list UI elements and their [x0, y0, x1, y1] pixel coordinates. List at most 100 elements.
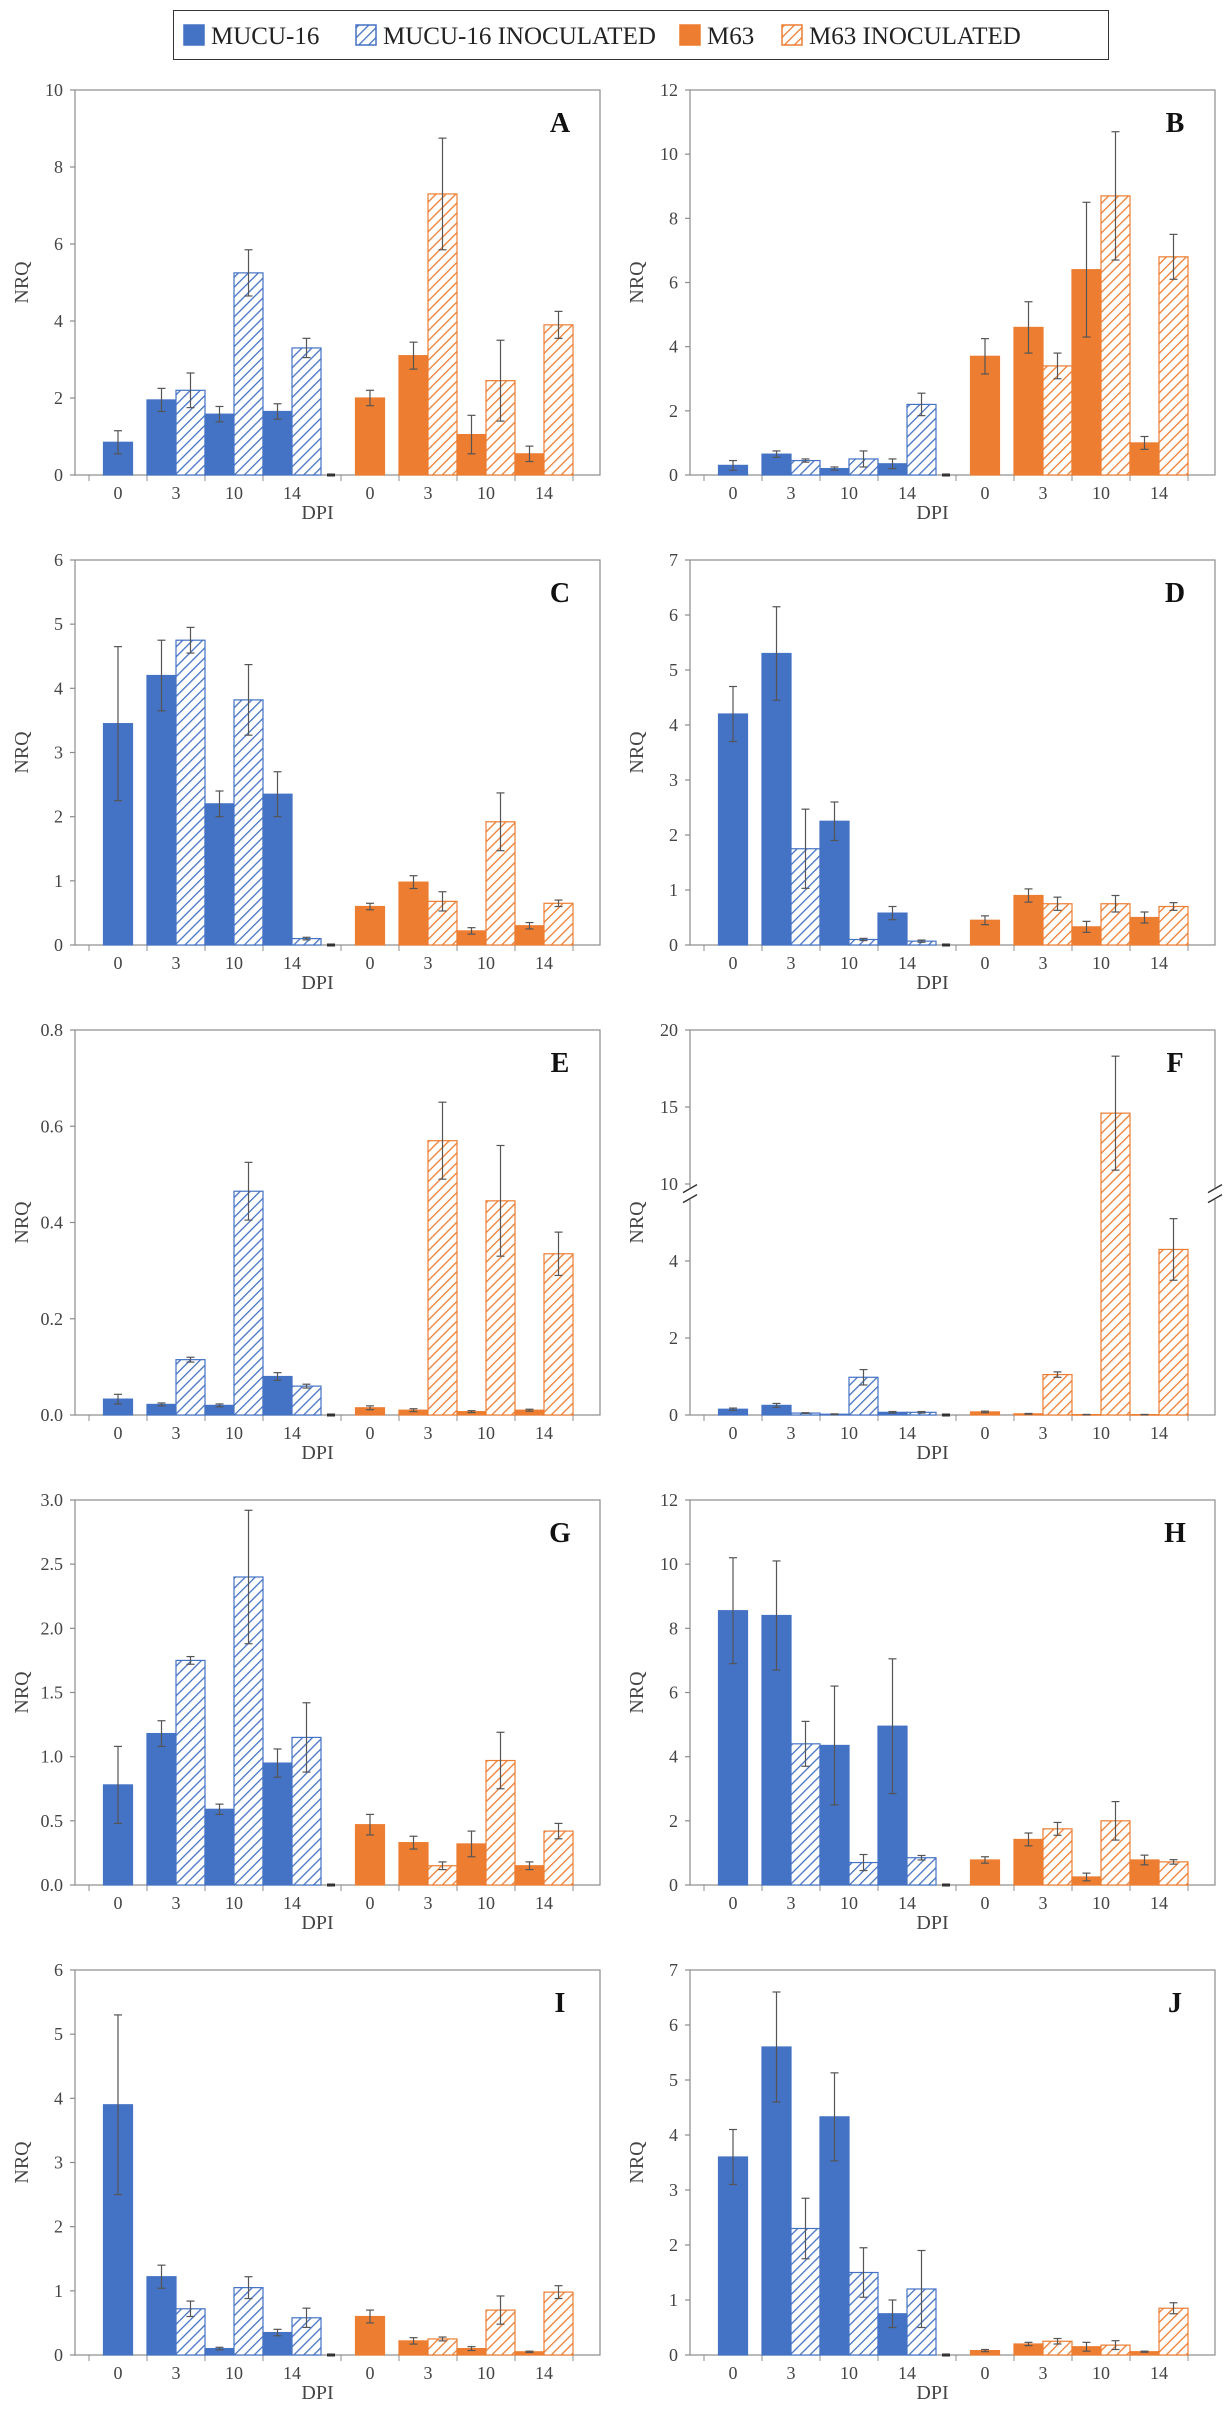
x-tick-label: 3	[1039, 1893, 1048, 1913]
y-tick-label: 6	[54, 550, 63, 570]
y-axis-title: NRQ	[626, 1671, 648, 1714]
x-tick-label: 10	[1092, 2363, 1110, 2383]
x-tick-label: 3	[787, 483, 796, 503]
x-tick-label: 10	[840, 1423, 858, 1443]
x-tick-label: 14	[1150, 1893, 1168, 1913]
legend-swatch-m63-inoculated	[781, 24, 803, 46]
legend-svg: MUCU-16 MUCU-16 INOCULATED M63 M63 INOCULAT…	[183, 23, 1021, 50]
y-tick-label: 6	[669, 1683, 678, 1703]
x-tick-label: 10	[477, 1423, 495, 1443]
x-tick-label: 10	[477, 483, 495, 503]
y-tick-label: 6	[54, 234, 63, 254]
y-axis-title: NRQ	[626, 1201, 648, 1244]
chart-panel-f: 0 2 4 10 15 20 0 3 10 14 0 3 10 14 NRQ DPI F	[615, 1005, 1230, 1465]
y-tick-label: 0	[54, 2345, 63, 2365]
y-tick-label: 6	[669, 605, 678, 625]
x-tick-label: 0	[729, 483, 738, 503]
x-tick-label: 3	[1039, 953, 1048, 973]
x-tick-label: 14	[1150, 1423, 1168, 1443]
x-tick-label: 0	[729, 1893, 738, 1913]
y-tick-label: 4	[54, 311, 63, 331]
x-tick-label: 10	[1092, 1423, 1110, 1443]
x-tick-label: 3	[172, 1423, 181, 1443]
bar-mucu-16-inoculated	[291, 1385, 322, 1416]
plot-frame	[689, 89, 1216, 476]
y-tick-label: 3	[54, 2153, 63, 2173]
bar-m63-inoculated	[543, 1253, 574, 1416]
x-tick-label: 10	[477, 2363, 495, 2383]
x-tick-label: 10	[225, 483, 243, 503]
bar-m63-inoculated	[1158, 1861, 1189, 1886]
panel-letter: G	[549, 1518, 571, 1549]
x-tick-label: 14	[283, 953, 301, 973]
y-tick-label: 10	[660, 144, 678, 164]
y-tick-label: 3.0	[41, 1490, 64, 1510]
x-axis-title: DPI	[916, 1442, 948, 1464]
chart-svg-g: 0.0 0.5 1.0 1.5 2.0 2.5 3.0 0 3 10 14 0 3 10 14 NRQ DPI G	[11, 1490, 601, 1934]
panel-letter: D	[1165, 578, 1185, 609]
y-axis-title: NRQ	[626, 731, 648, 774]
x-tick-label: 14	[283, 2363, 301, 2383]
x-axis-title: DPI	[301, 972, 333, 994]
y-tick-label: 5	[54, 2024, 63, 2044]
legend-label-m63: M63	[707, 23, 754, 50]
x-tick-label: 10	[477, 1893, 495, 1913]
bar-mucu-16-inoculated	[233, 1190, 264, 1416]
panel-letter: H	[1164, 1518, 1186, 1549]
y-tick-label: 7	[669, 550, 678, 570]
x-tick-label: 14	[898, 1423, 916, 1443]
bar-m63-inoculated	[543, 2291, 574, 2356]
panel-letter: B	[1166, 108, 1185, 139]
x-tick-label: 3	[787, 953, 796, 973]
x-tick-label: 3	[424, 2363, 433, 2383]
axis-break-mark	[1207, 1193, 1223, 1204]
x-tick-label: 10	[840, 953, 858, 973]
panel-letter: J	[1168, 1988, 1182, 2019]
y-tick-label: 10	[660, 1554, 678, 1574]
y-axis-title: NRQ	[11, 731, 33, 774]
bar-mucu-16	[761, 652, 792, 946]
y-tick-label: 0.6	[41, 1116, 64, 1136]
bar-mucu-16-inoculated	[291, 347, 322, 476]
legend-swatch-mucu-16-inoculated	[355, 24, 377, 46]
bar-mucu-16	[204, 1808, 235, 1886]
bar-m63-inoculated	[543, 324, 574, 476]
y-tick-label: 2	[669, 1811, 678, 1831]
y-tick-label: 3	[669, 2180, 678, 2200]
bar-m63	[969, 1859, 1001, 1886]
x-tick-label: 14	[898, 483, 916, 503]
x-tick-label: 3	[787, 1423, 796, 1443]
x-tick-label: 14	[535, 1893, 553, 1913]
y-tick-label: 2.5	[41, 1554, 64, 1574]
y-tick-label: 0.0	[41, 1405, 64, 1425]
legend-label-mucu-16-inoculated: MUCU-16 INOCULATED	[383, 23, 656, 50]
x-axis-title: DPI	[301, 1912, 333, 1934]
y-tick-label: 20	[660, 1020, 678, 1040]
y-tick-label: 7	[669, 1960, 678, 1980]
x-tick-label: 0	[114, 953, 123, 973]
y-tick-label: 0	[54, 465, 63, 485]
bar-m63	[398, 881, 429, 946]
y-tick-label: 0.5	[41, 1811, 64, 1831]
x-tick-label: 0	[729, 953, 738, 973]
x-tick-label: 0	[366, 2363, 375, 2383]
x-tick-label: 10	[477, 953, 495, 973]
y-tick-label: 4	[669, 1251, 678, 1271]
y-tick-label: 12	[660, 80, 678, 100]
bar-mucu-16-inoculated	[906, 1857, 937, 1886]
bar-mucu-16	[146, 674, 177, 946]
x-tick-label: 0	[114, 1893, 123, 1913]
bar-mucu-16-inoculated	[175, 639, 206, 946]
y-tick-label: 4	[54, 2088, 63, 2108]
panel-letter: C	[550, 578, 570, 609]
y-tick-label: 2	[669, 825, 678, 845]
bar-m63-inoculated	[1042, 1828, 1073, 1886]
bar-mucu-16	[204, 803, 235, 946]
y-tick-label: 2	[669, 401, 678, 421]
bar-m63	[354, 905, 386, 946]
chart-svg-e: 0.0 0.2 0.4 0.6 0.8 0 3 10 14 0 3 10 14 NRQ DPI E	[11, 1020, 601, 1464]
bar-m63-inoculated	[1158, 2307, 1189, 2356]
y-tick-label: 0.4	[41, 1213, 64, 1233]
y-axis-title: NRQ	[11, 261, 33, 304]
axis-break-mark	[1207, 1183, 1223, 1194]
